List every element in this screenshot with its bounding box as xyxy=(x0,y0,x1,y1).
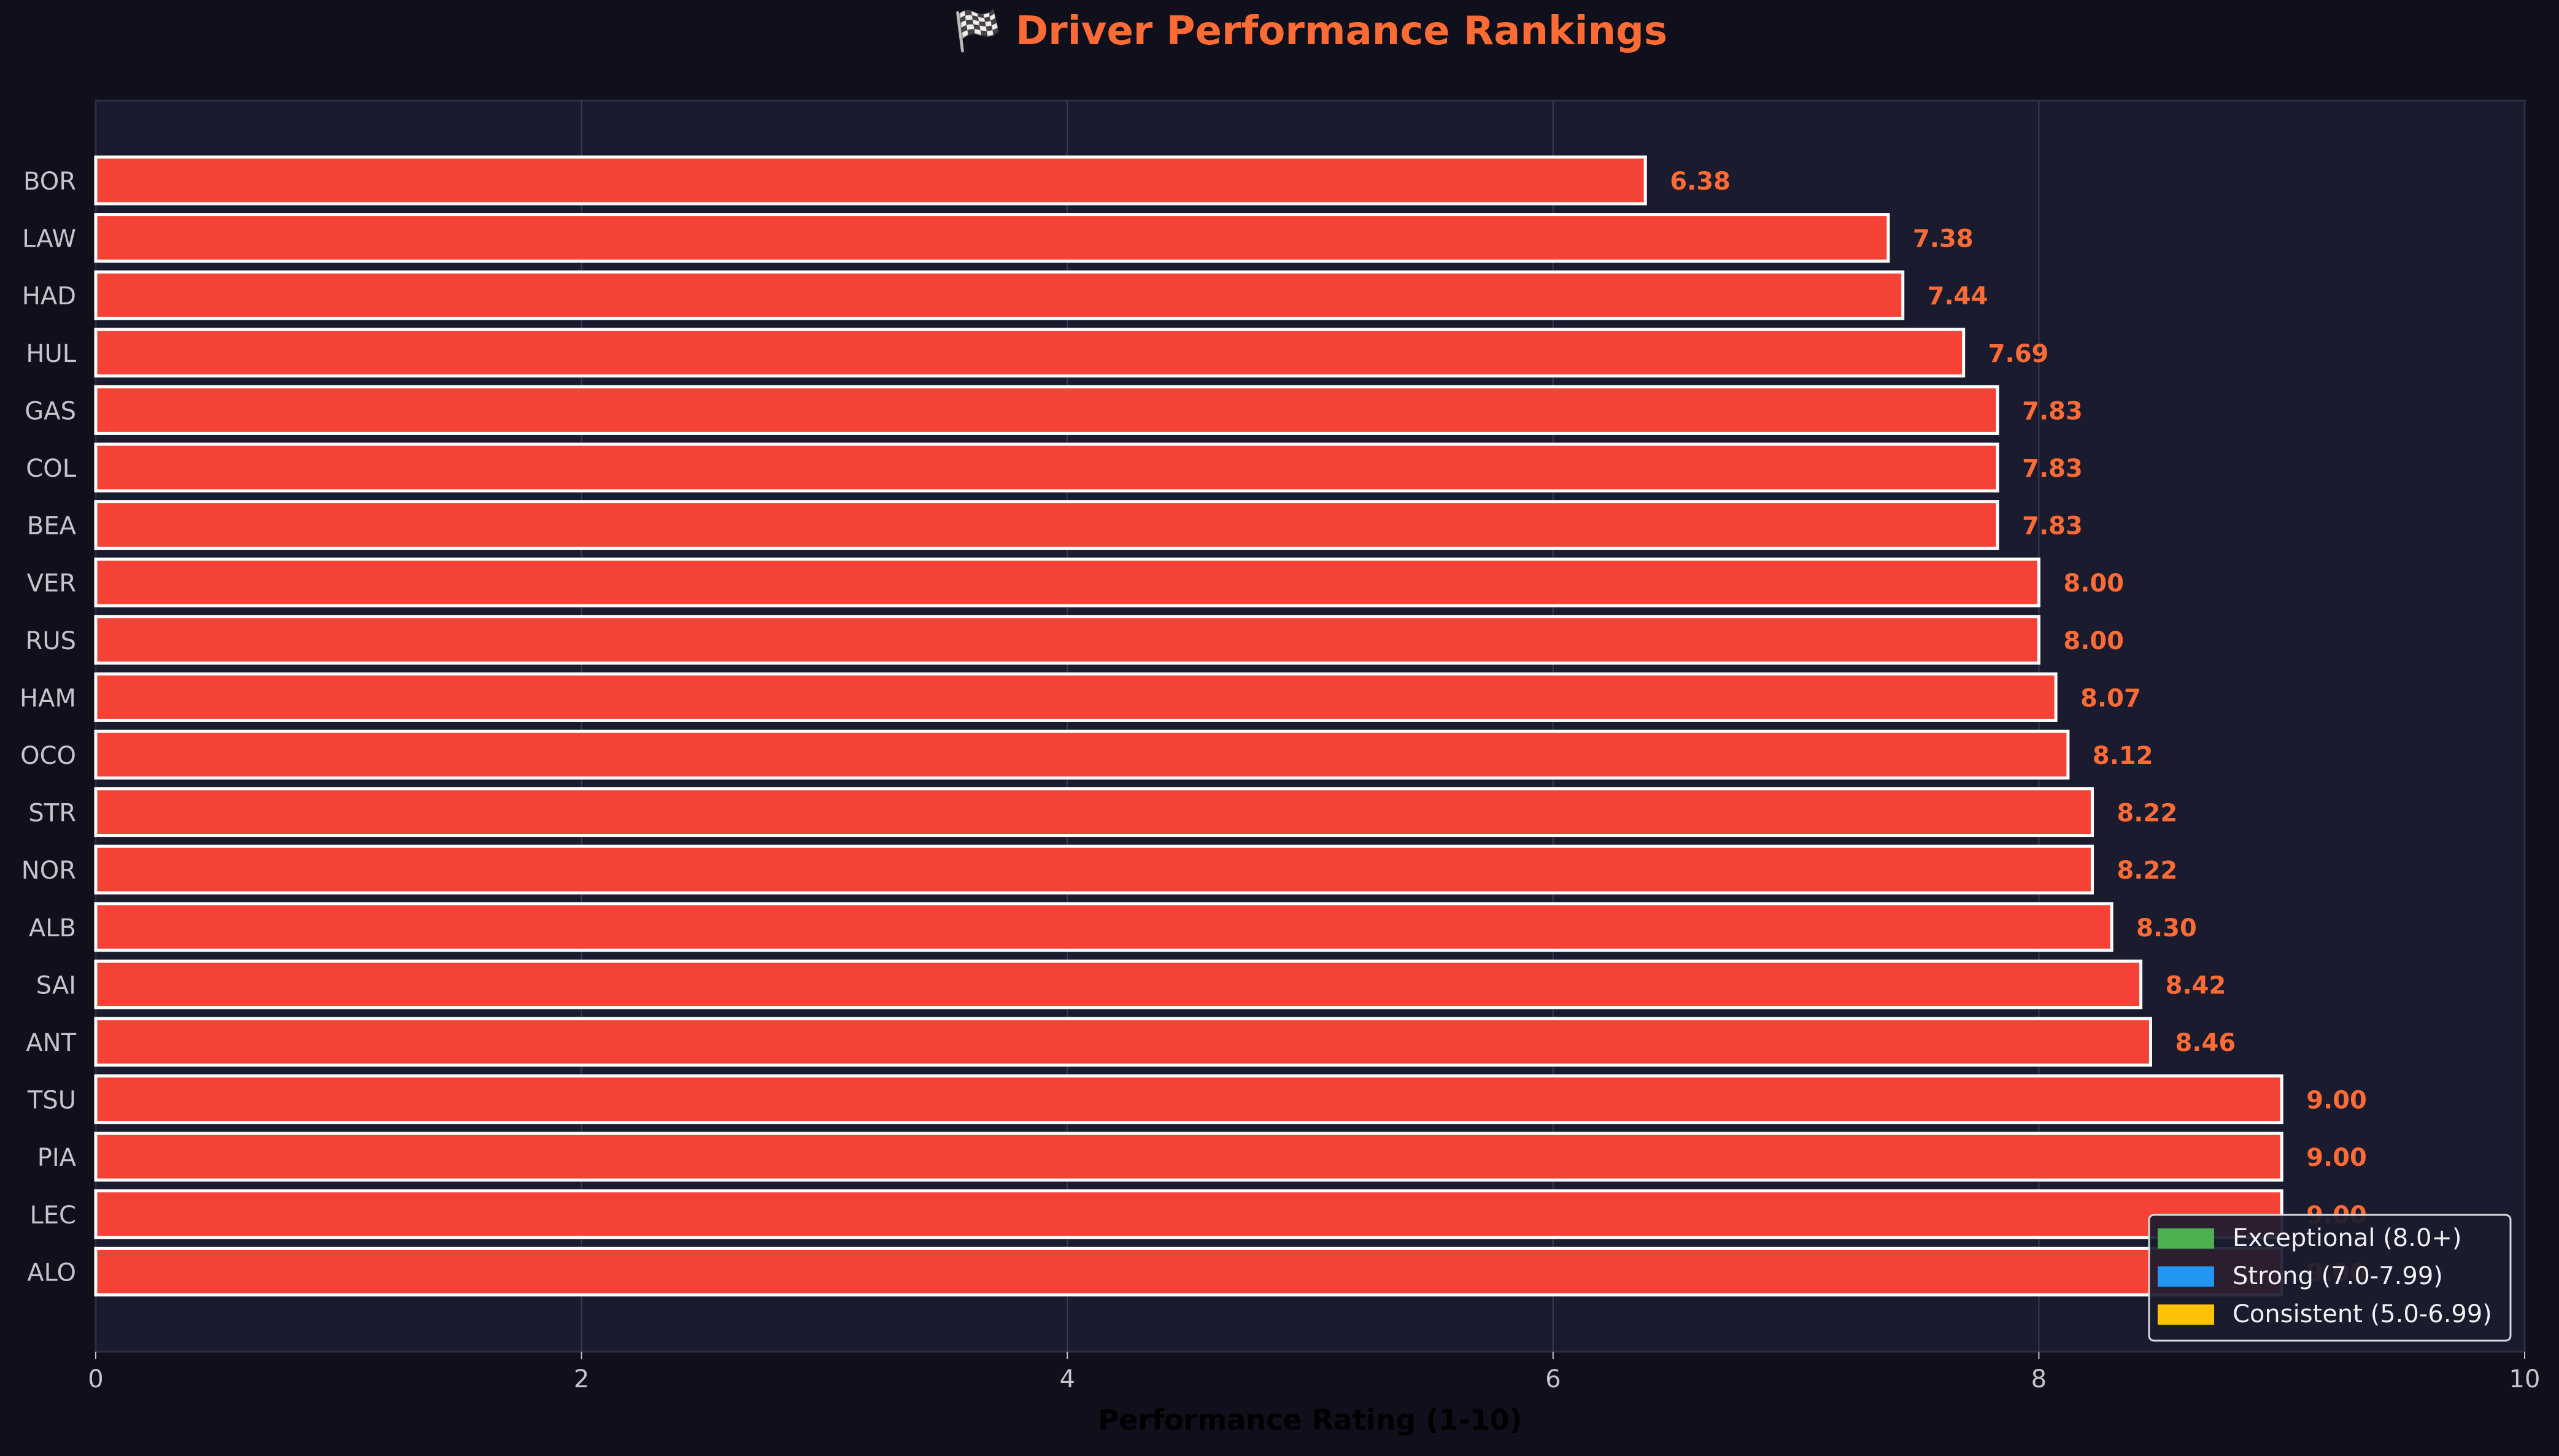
y-tick-label: HUL xyxy=(26,340,76,368)
x-axis-tick-labels: 0 2 4 6 8 10 xyxy=(88,1352,2540,1393)
y-tick-label: LAW xyxy=(22,225,76,253)
bar-str xyxy=(94,787,2094,838)
chart-title: 🏁 Driver Performance Rankings xyxy=(953,9,1667,54)
bar-alb xyxy=(94,902,2113,952)
y-tick-label: LEC xyxy=(30,1201,77,1230)
bar-gas xyxy=(94,385,1999,435)
bar-hul xyxy=(94,328,1966,378)
x-tick-label: 0 xyxy=(88,1365,103,1393)
value-label: 8.07 xyxy=(2080,684,2141,712)
value-label: 8.22 xyxy=(2117,857,2177,885)
value-label: 7.83 xyxy=(2022,397,2083,425)
y-tick-label: NOR xyxy=(21,857,76,885)
y-tick-label: BOR xyxy=(23,168,76,196)
bar-lec xyxy=(94,1189,2283,1239)
bar-ham xyxy=(94,672,2058,722)
bar-ant xyxy=(94,1017,2152,1067)
bar-tsu xyxy=(94,1074,2283,1125)
bar-col xyxy=(94,442,1999,493)
y-tick-label: VER xyxy=(27,569,76,598)
value-label: 6.38 xyxy=(1670,168,1731,196)
legend: Exceptional (8.0+) Strong (7.0-7.99) Consi… xyxy=(2148,1214,2512,1342)
value-label: 9.00 xyxy=(2306,1087,2367,1115)
bar-had xyxy=(94,270,1905,320)
bar-law xyxy=(94,213,1890,263)
bar-pia xyxy=(94,1131,2283,1182)
y-tick-label: SAI xyxy=(36,971,76,1000)
bar-oco xyxy=(94,730,2070,780)
bar-nor xyxy=(94,844,2094,895)
y-tick-label: BEA xyxy=(27,512,77,541)
y-tick-label: STR xyxy=(28,799,76,828)
bar-bea xyxy=(94,500,1999,550)
x-tick-label: 10 xyxy=(2509,1365,2541,1393)
legend-box xyxy=(2148,1214,2512,1342)
bar-ver xyxy=(94,557,2040,607)
y-tick-label: HAM xyxy=(20,684,76,712)
x-tick-label: 4 xyxy=(1059,1365,1075,1393)
value-label: 7.83 xyxy=(2022,512,2083,541)
y-tick-label: ALO xyxy=(27,1258,76,1287)
legend-swatch xyxy=(2158,1228,2214,1249)
y-axis-tick-labels: BOR LAW HAD HUL GAS COL BEA VER RUS HAM OCO STR NOR A… xyxy=(20,168,77,1287)
x-axis-label: Performance Rating (1-10) xyxy=(1098,1403,1522,1436)
value-label: 7.38 xyxy=(1913,225,1974,253)
value-label: 8.46 xyxy=(2175,1029,2236,1057)
value-label: 7.83 xyxy=(2022,455,2083,483)
value-label: 7.44 xyxy=(1928,282,1988,310)
y-tick-label: OCO xyxy=(20,742,76,770)
value-labels: 6.38 7.38 7.44 7.69 7.83 7.83 7.83 8.00 8.00 8.07… xyxy=(1670,168,2367,1287)
x-tick-label: 2 xyxy=(574,1365,589,1393)
legend-label: Consistent (5.0-6.99) xyxy=(2233,1300,2492,1328)
value-label: 8.00 xyxy=(2063,569,2124,598)
legend-swatch xyxy=(2158,1266,2214,1287)
y-tick-label: ALB xyxy=(29,914,76,942)
x-tick-label: 6 xyxy=(1545,1365,1561,1393)
y-tick-label: PIA xyxy=(37,1144,77,1172)
value-label: 8.42 xyxy=(2166,971,2226,1000)
value-label: 9.00 xyxy=(2306,1144,2367,1172)
value-label: 8.22 xyxy=(2117,799,2177,828)
y-tick-label: COL xyxy=(26,455,76,483)
y-tick-label: ANT xyxy=(26,1029,76,1057)
bar-sai xyxy=(94,959,2143,1009)
y-tick-label: HAD xyxy=(22,282,76,310)
value-label: 8.00 xyxy=(2063,627,2124,655)
legend-label: Strong (7.0-7.99) xyxy=(2233,1262,2443,1290)
value-label: 8.12 xyxy=(2093,742,2153,770)
y-tick-label: TSU xyxy=(27,1087,76,1115)
x-tick-label: 8 xyxy=(2031,1365,2047,1393)
bar-rus xyxy=(94,615,2040,665)
bars xyxy=(94,155,2283,1296)
bar-bor xyxy=(94,155,1647,206)
value-label: 8.30 xyxy=(2136,914,2197,942)
y-tick-label: RUS xyxy=(26,627,76,655)
value-label: 7.69 xyxy=(1988,340,2049,368)
legend-label: Exceptional (8.0+) xyxy=(2233,1224,2462,1252)
bar-alo xyxy=(94,1246,2283,1296)
y-tick-label: GAS xyxy=(25,397,76,425)
legend-swatch xyxy=(2158,1304,2214,1325)
